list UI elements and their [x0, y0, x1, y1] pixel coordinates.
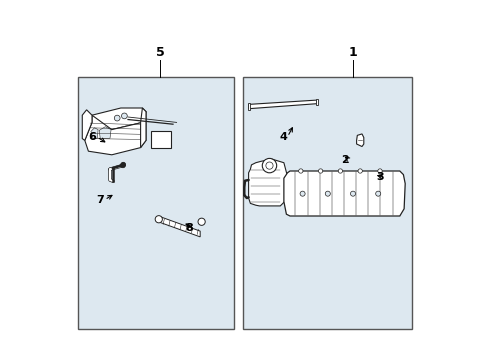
- Circle shape: [350, 191, 356, 196]
- Bar: [243, 77, 413, 329]
- Polygon shape: [92, 108, 146, 130]
- Polygon shape: [85, 112, 146, 155]
- Text: 7: 7: [97, 195, 104, 205]
- Text: 3: 3: [376, 172, 384, 182]
- Polygon shape: [357, 134, 364, 147]
- Circle shape: [338, 169, 343, 173]
- Circle shape: [198, 218, 205, 225]
- Circle shape: [298, 169, 303, 173]
- Text: 4: 4: [279, 132, 287, 142]
- Text: 5: 5: [156, 46, 165, 59]
- Text: 2: 2: [341, 155, 349, 165]
- Circle shape: [155, 216, 162, 223]
- Circle shape: [121, 162, 125, 167]
- Circle shape: [358, 169, 363, 173]
- Polygon shape: [160, 217, 200, 237]
- Circle shape: [262, 158, 277, 173]
- Circle shape: [300, 191, 305, 196]
- Text: 1: 1: [348, 46, 357, 59]
- Circle shape: [121, 163, 125, 168]
- Text: 6: 6: [88, 132, 97, 142]
- Text: 8: 8: [186, 222, 194, 233]
- Polygon shape: [284, 171, 405, 216]
- Polygon shape: [248, 159, 288, 206]
- Polygon shape: [151, 131, 171, 148]
- Polygon shape: [316, 99, 318, 105]
- Polygon shape: [99, 127, 111, 139]
- Circle shape: [378, 169, 382, 173]
- Bar: [77, 77, 234, 329]
- Polygon shape: [248, 100, 317, 109]
- Polygon shape: [141, 108, 146, 148]
- Circle shape: [318, 169, 323, 173]
- Polygon shape: [248, 103, 250, 110]
- Circle shape: [266, 162, 273, 169]
- Circle shape: [325, 191, 330, 196]
- Circle shape: [114, 115, 120, 121]
- Circle shape: [122, 113, 127, 119]
- Polygon shape: [82, 110, 92, 140]
- Circle shape: [376, 191, 381, 196]
- Polygon shape: [91, 128, 98, 139]
